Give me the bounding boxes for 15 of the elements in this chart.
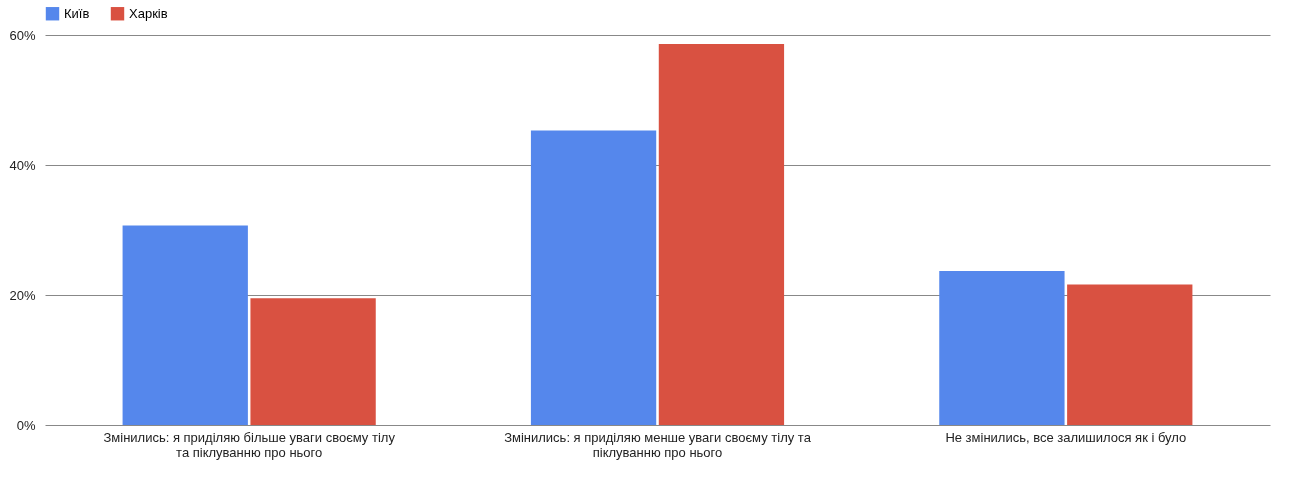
- bar: [939, 270, 1065, 425]
- bar: [1067, 284, 1193, 425]
- legend-label: Харків: [129, 5, 168, 21]
- bar: [122, 225, 248, 425]
- y-tick-label: 0%: [16, 417, 36, 433]
- bar: [250, 298, 376, 425]
- bar: [658, 44, 785, 425]
- x-tick-label: Змінились: я приділяю більше уваги своєму тілу та піклуванню про нього: [103, 429, 396, 460]
- legend-label: Київ: [64, 5, 90, 21]
- y-tick-label: 40%: [9, 157, 36, 173]
- x-tick-label: Не змінились, все залишилося як і було: [945, 429, 1187, 445]
- x-tick-label: Змінились: я приділяю менше уваги своєму тілу та піклуванню про нього: [504, 429, 812, 460]
- y-tick-label: 20%: [9, 287, 36, 303]
- bar: [530, 130, 657, 425]
- y-tick-label: 60%: [9, 27, 36, 43]
